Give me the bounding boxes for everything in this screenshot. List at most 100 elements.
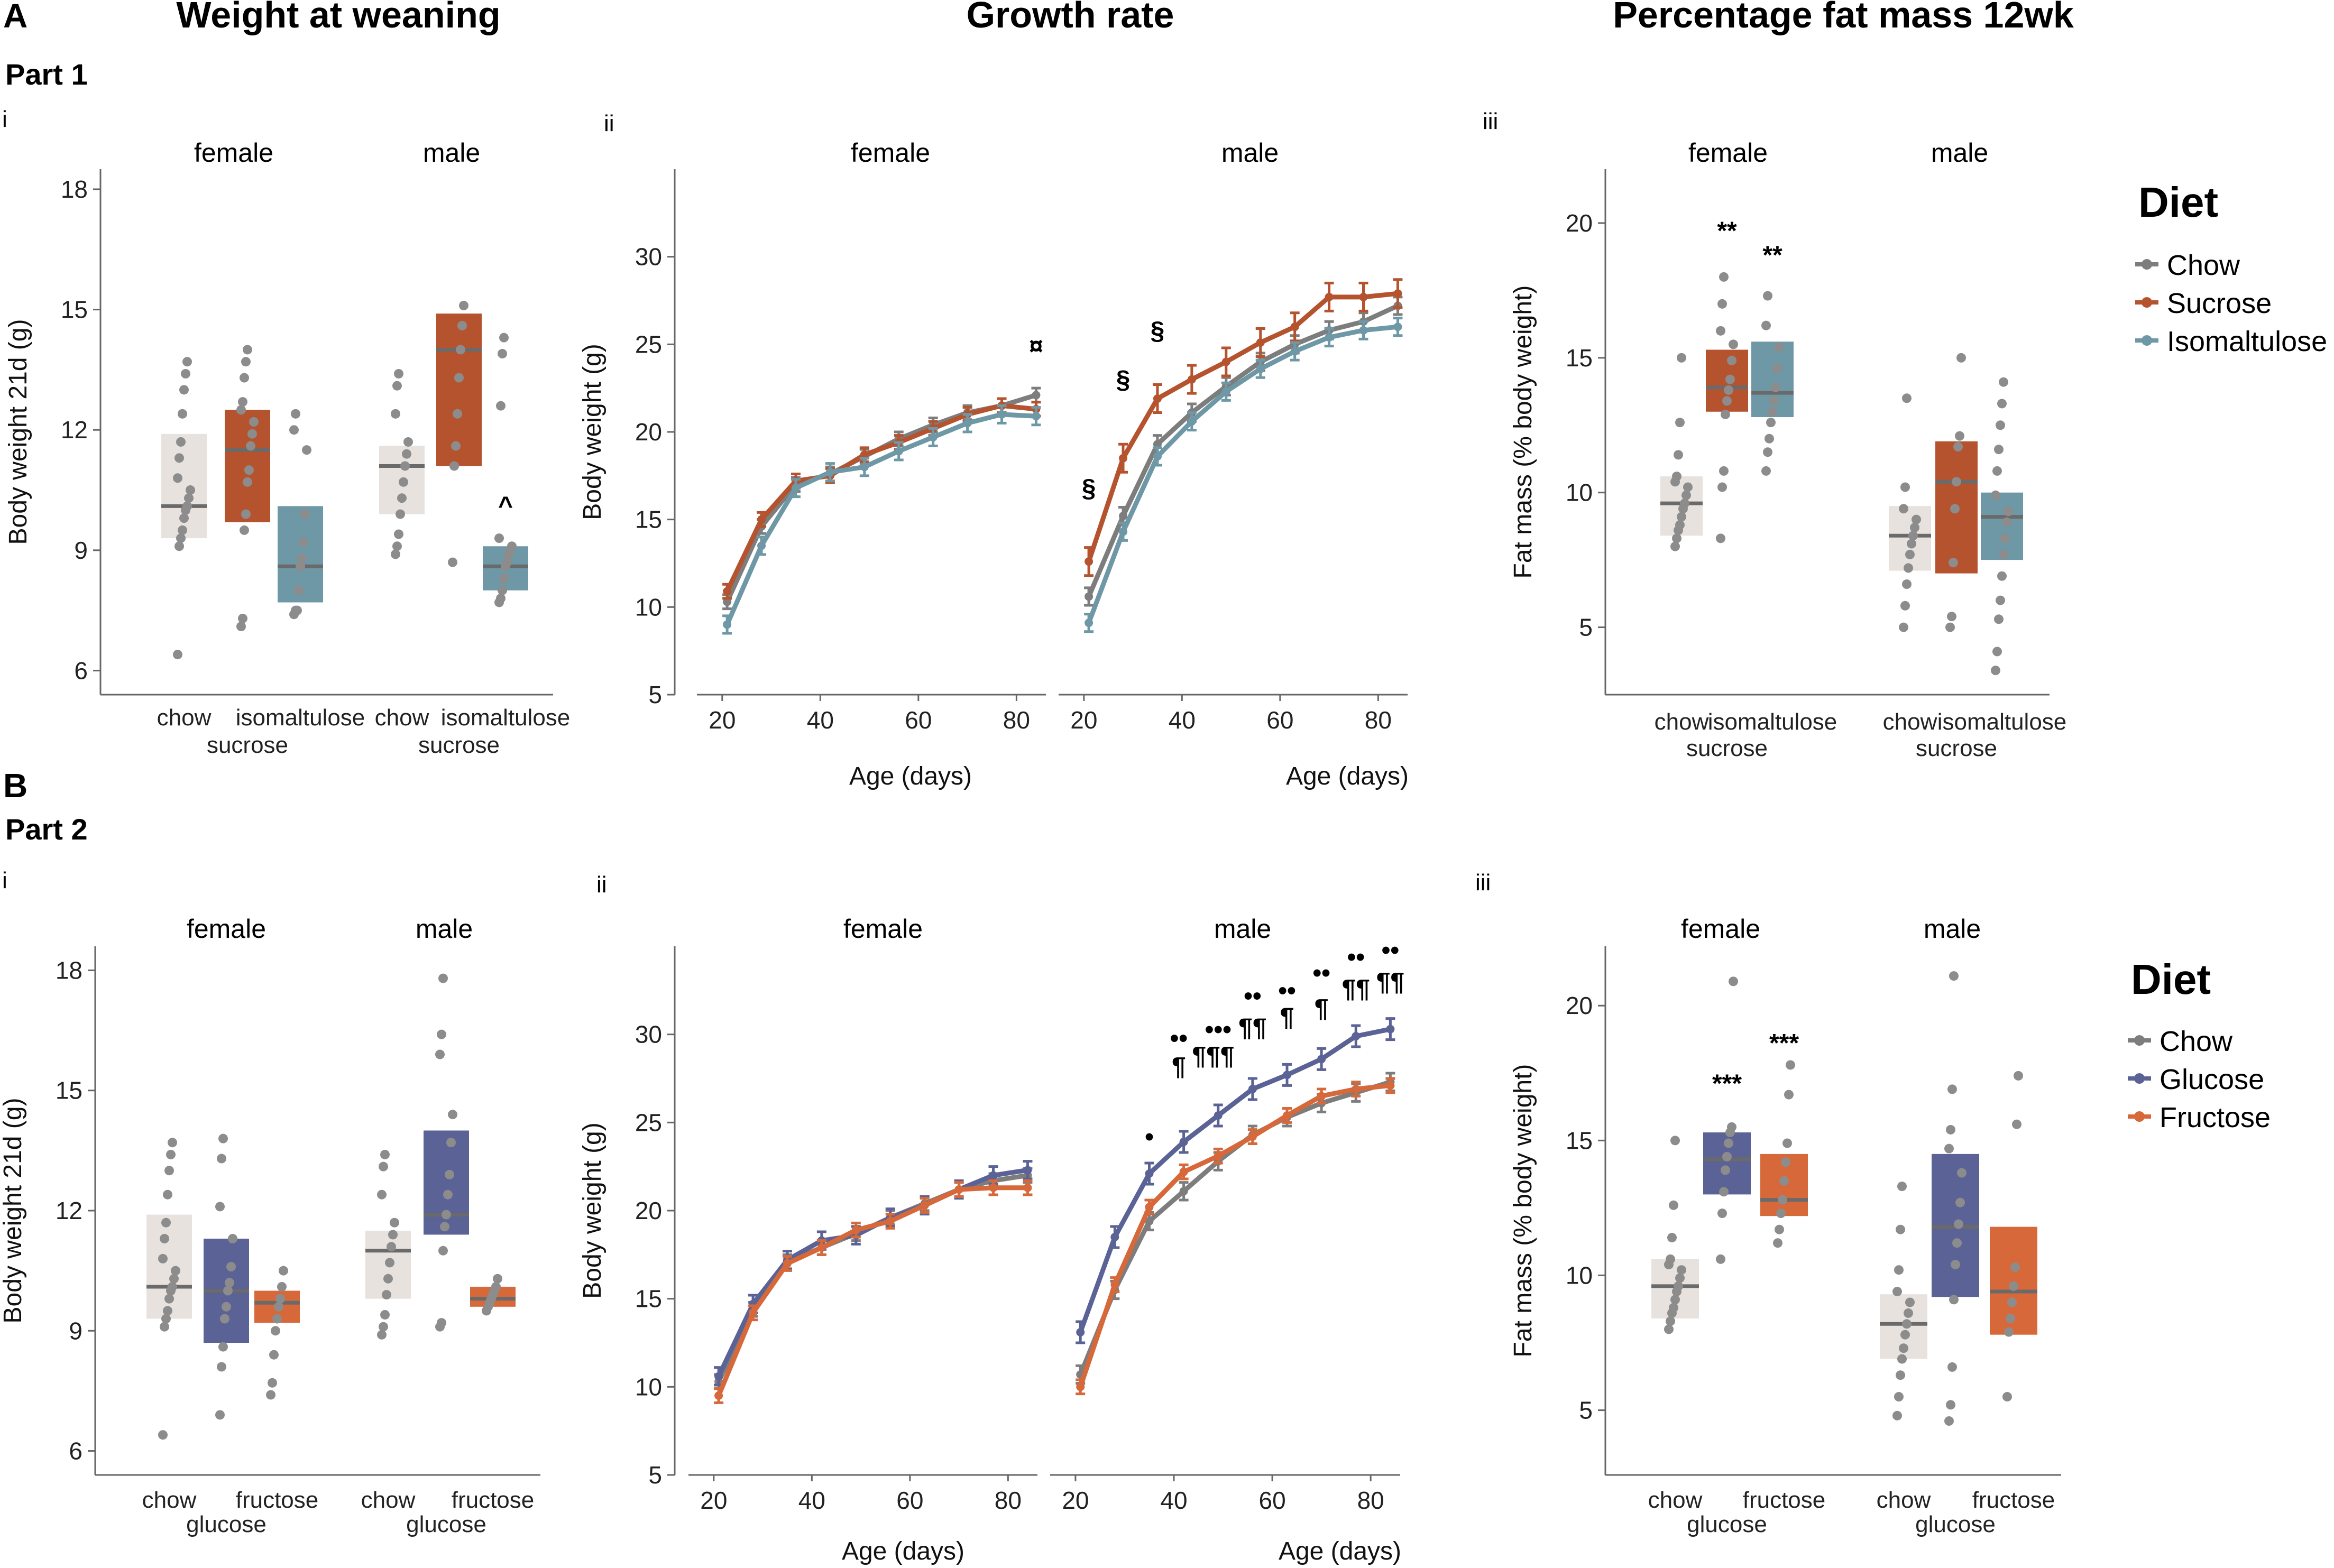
x-category-label: chow [1655, 709, 1709, 735]
legend-title: Diet [2138, 179, 2218, 226]
data-point [1907, 539, 1916, 549]
y-tick-label: 5 [648, 1461, 662, 1489]
data-point [2007, 1297, 2017, 1307]
data-point [1904, 563, 1913, 573]
data-point [1393, 289, 1402, 298]
x-tick-label: 60 [896, 1487, 923, 1514]
facet-label-female: female [1688, 138, 1768, 168]
data-point [1722, 1151, 1732, 1161]
sublabel-a-iii: iii [1483, 108, 1498, 134]
data-point [279, 1266, 288, 1276]
series-line-chow [1078, 1080, 1391, 1376]
data-point [387, 1242, 396, 1252]
data-point [377, 1330, 387, 1340]
significance-annotation: § [1082, 475, 1096, 503]
data-point [1032, 391, 1041, 400]
data-point [390, 1217, 399, 1228]
data-point [394, 368, 403, 379]
data-point [379, 1161, 388, 1172]
data-point [241, 509, 251, 519]
data-point [1892, 1410, 1902, 1421]
data-point [456, 345, 465, 355]
data-point [1153, 394, 1162, 403]
y-tick-label: 20 [635, 418, 662, 446]
data-point [1997, 571, 2007, 581]
data-point [1721, 1165, 1730, 1175]
data-point [954, 1185, 963, 1194]
data-point [2009, 1281, 2018, 1291]
data-point [291, 409, 300, 419]
data-point [491, 1281, 501, 1292]
legend-key-point [2134, 1035, 2145, 1046]
data-point [1955, 1197, 1965, 1207]
data-point [435, 1049, 445, 1059]
x-category-label: fructose [452, 1487, 535, 1513]
data-point [1768, 407, 1777, 417]
data-point [299, 537, 308, 547]
significance-annotation: ••• [1205, 1016, 1232, 1044]
data-point [989, 1171, 998, 1180]
data-point [1722, 396, 1732, 406]
x-category-label: chow [157, 705, 212, 731]
data-point [496, 401, 506, 411]
data-point [929, 432, 938, 441]
x-category-label: glucose [186, 1511, 267, 1537]
data-point [296, 561, 305, 571]
y-tick-label: 12 [61, 416, 88, 444]
data-point [1675, 1273, 1685, 1283]
data-point [2000, 533, 2010, 543]
data-point [723, 597, 732, 606]
y-tick-label: 15 [1566, 344, 1593, 372]
data-point [392, 381, 402, 391]
data-point [215, 1202, 225, 1212]
data-point [1248, 1132, 1257, 1141]
facet-label-male: male [1221, 138, 1279, 168]
data-point [440, 1222, 449, 1232]
data-point [2002, 1392, 2012, 1402]
data-point [240, 525, 249, 535]
legend-entry-chow: Chow [2167, 250, 2240, 281]
data-point [274, 1302, 283, 1312]
data-point [1949, 558, 1958, 568]
data-point [163, 1189, 172, 1200]
data-point [379, 1322, 388, 1332]
data-point [1897, 1354, 1907, 1364]
series-line-glucose [1078, 1027, 1391, 1333]
data-point [860, 450, 869, 459]
data-point [1283, 1111, 1291, 1120]
data-point [1359, 292, 1368, 301]
data-point [449, 461, 459, 471]
data-point [1248, 1085, 1257, 1093]
data-point [1664, 1324, 1674, 1334]
data-point [502, 557, 512, 567]
data-point [1110, 1280, 1119, 1289]
x-category-label: glucose [406, 1511, 486, 1537]
y-axis-title: Body weight 21d (g) [4, 319, 32, 545]
y-tick-label: 20 [1566, 209, 1593, 237]
data-point [1076, 1328, 1085, 1336]
data-point [388, 1230, 398, 1240]
data-point [1393, 322, 1402, 331]
data-point [1727, 355, 1736, 365]
x-category-label: chow [361, 1487, 416, 1513]
data-point [438, 1246, 448, 1256]
facet-label-female: female [843, 914, 923, 944]
significance-annotation: • [1145, 1123, 1154, 1151]
data-point [1999, 549, 2008, 559]
data-point [158, 1430, 168, 1440]
data-point [1776, 1209, 1786, 1219]
x-tick-label: 80 [1365, 706, 1392, 734]
data-point [1991, 490, 2000, 500]
data-point [1256, 364, 1265, 373]
data-point [247, 429, 257, 439]
data-point [1677, 1265, 1686, 1275]
data-point [817, 1243, 826, 1252]
data-point [1896, 1370, 1905, 1380]
data-point [2014, 1071, 2023, 1081]
significance-annotation: ** [1762, 241, 1782, 269]
data-point [268, 1378, 277, 1388]
data-point [1892, 1287, 1902, 1297]
data-point [160, 1322, 169, 1332]
y-axis-title: Body weight 21d (g) [0, 1098, 27, 1324]
x-axis-label-age: Age (days) [1279, 1537, 1401, 1565]
